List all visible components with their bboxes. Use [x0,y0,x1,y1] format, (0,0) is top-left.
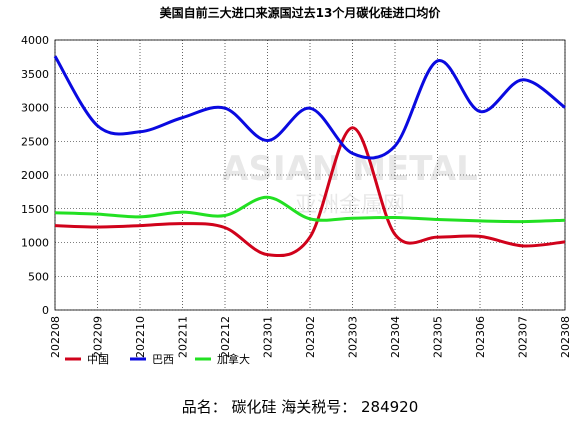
x-tick-label: 202212 [219,316,232,358]
legend-label: 中国 [87,353,109,366]
series-line [54,126,566,258]
footer: 品名： 碳化硅 海关税号： 284920 [182,398,419,416]
watermark: 亚洲金属网 [295,193,405,218]
legend-label: 加拿大 [217,352,250,366]
x-tick-label: 202301 [262,316,275,358]
y-tick-label: 1000 [21,237,49,250]
y-tick-label: 3000 [21,102,49,115]
series-line [53,55,566,160]
x-tick-label: 202302 [304,316,317,358]
y-tick-label: 1500 [21,203,49,216]
y-tick-label: 2500 [21,135,49,148]
chart-title: 美国自前三大进口来源国过去13个月碳化硅进口均价 [160,5,442,20]
plot-frame [54,39,566,311]
x-tick-label: 202305 [432,316,445,358]
x-tick-label: 202210 [134,316,147,358]
series-line [54,195,566,224]
y-tick-label: 500 [28,270,49,283]
x-tick-label: 202211 [177,316,190,358]
y-tick-label: 4000 [21,34,49,47]
x-tick-label: 202209 [92,316,105,358]
y-tick-label: 2000 [21,169,49,182]
x-tick-label: 202308 [559,316,572,358]
x-tick-label: 202303 [347,316,360,358]
x-tick-label: 202208 [49,316,62,358]
legend-label: 巴西 [152,353,174,366]
x-tick-label: 202307 [517,316,530,358]
watermark: ASIAN METAL [222,149,478,189]
x-tick-label: 202306 [474,316,487,358]
x-tick-label: 202304 [389,316,402,358]
y-tick-label: 3500 [21,68,49,81]
y-tick-label: 0 [42,304,49,317]
